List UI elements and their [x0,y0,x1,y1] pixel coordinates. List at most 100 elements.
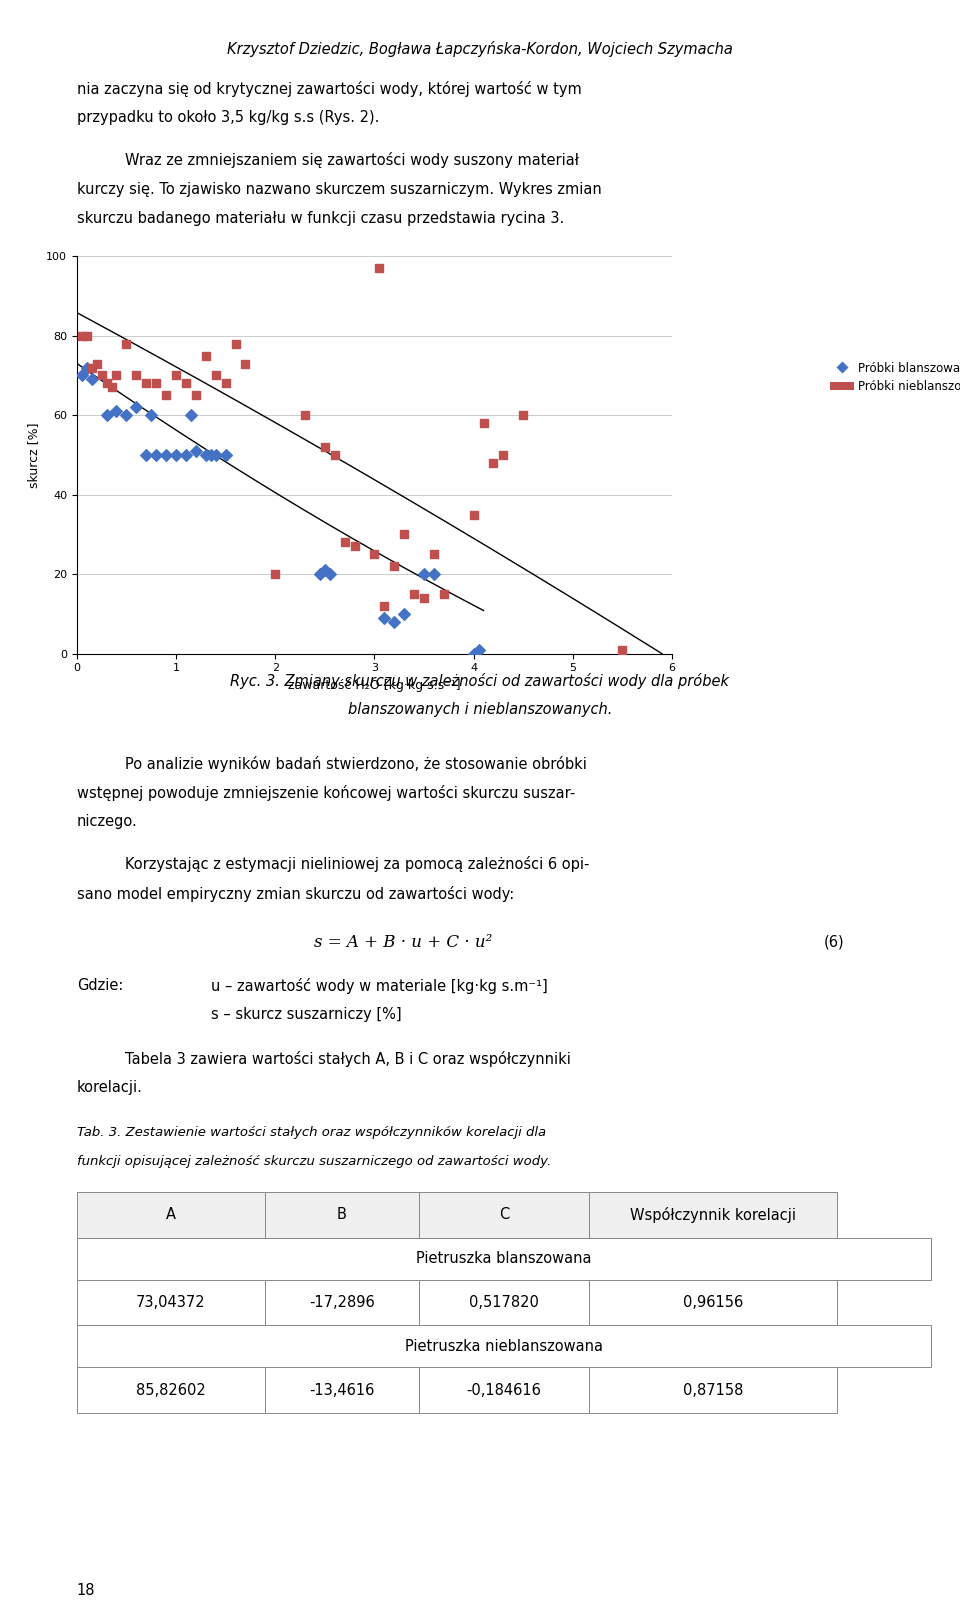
Próbki blanszowane [218,443,233,469]
Próbki nieblanszowane [268,561,283,587]
Próbki nieblanszowane [79,323,94,349]
Próbki nieblanszowane [387,553,402,579]
Próbki blanszowane [376,605,392,631]
Próbki blanszowane [317,558,332,584]
Text: s = A + B · u + C · u²: s = A + B · u + C · u² [314,934,492,950]
Próbki nieblanszowane [417,586,432,611]
Próbki nieblanszowane [208,363,224,389]
Y-axis label: skurcz [%]: skurcz [%] [28,422,40,488]
Text: wstępnej powoduje zmniejszenie końcowej wartości skurczu suszar-: wstępnej powoduje zmniejszenie końcowej … [77,785,575,801]
Próbki nieblanszowane [198,342,213,368]
Próbki nieblanszowane [94,363,109,389]
X-axis label: zawartość H₂O [kg·kg s.s⁻¹]: zawartość H₂O [kg·kg s.s⁻¹] [288,680,461,693]
Próbki nieblanszowane [138,370,154,396]
Text: A: A [166,1207,176,1223]
Próbki nieblanszowane [376,594,392,620]
Text: blanszowanych i nieblanszowanych.: blanszowanych i nieblanszowanych. [348,702,612,717]
Próbki blanszowane [183,402,199,428]
Próbki nieblanszowane [476,410,492,436]
Próbki blanszowane [417,561,432,587]
Text: 0,96156: 0,96156 [684,1294,743,1311]
Próbki blanszowane [312,561,327,587]
Próbki blanszowane [396,602,412,628]
Próbki nieblanszowane [89,350,105,376]
Text: s – skurcz suszarniczy [%]: s – skurcz suszarniczy [%] [211,1007,402,1022]
Próbki blanszowane [204,443,219,469]
Próbki nieblanszowane [495,443,511,469]
Text: kurczy się. To zjawisko nazwano skurczem suszarniczym. Wykres zmian: kurczy się. To zjawisko nazwano skurczem… [77,182,602,196]
Próbki nieblanszowane [238,350,253,376]
Próbki nieblanszowane [317,435,332,461]
Próbki nieblanszowane [158,383,174,409]
Próbki nieblanszowane [188,383,204,409]
Text: skurczu badanego materiału w funkcji czasu przedstawia rycina 3.: skurczu badanego materiału w funkcji cza… [77,211,564,225]
Próbki nieblanszowane [486,449,501,475]
Text: (6): (6) [825,934,845,949]
Próbki blanszowane [470,637,486,663]
Text: C: C [499,1207,509,1223]
Text: Korzystając z estymacji nieliniowej za pomocą zależności 6 opi-: Korzystając z estymacji nieliniowej za p… [125,856,589,873]
Text: -0,184616: -0,184616 [467,1382,541,1398]
Próbki blanszowane [387,608,402,634]
Text: u – zawartość wody w materiale [kg·kg s.m⁻¹]: u – zawartość wody w materiale [kg·kg s.… [211,978,548,994]
Próbki nieblanszowane [218,370,233,396]
Próbki blanszowane [158,443,174,469]
Text: B: B [337,1207,347,1223]
Próbki nieblanszowane [149,370,164,396]
Próbki nieblanszowane [614,637,630,663]
Text: nia zaczyna się od krytycznej zawartości wody, której wartość w tym: nia zaczyna się od krytycznej zawartości… [77,81,582,97]
Text: korelacji.: korelacji. [77,1080,143,1095]
Próbki blanszowane [79,355,94,381]
Text: Gdzie:: Gdzie: [77,978,123,993]
Text: Tabela 3 zawiera wartości stałych A, B i C oraz współczynniki: Tabela 3 zawiera wartości stałych A, B i… [125,1051,570,1067]
Próbki blanszowane [99,402,114,428]
Text: 0,87158: 0,87158 [684,1382,743,1398]
Text: niczego.: niczego. [77,814,137,829]
Próbki nieblanszowane [406,581,421,607]
Text: Wraz ze zmniejszaniem się zawartości wody suszony materiał: Wraz ze zmniejszaniem się zawartości wod… [125,152,579,169]
Próbki blanszowane [179,443,194,469]
Próbki nieblanszowane [367,542,382,568]
Próbki blanszowane [198,443,213,469]
Próbki nieblanszowane [426,542,442,568]
Text: 73,04372: 73,04372 [136,1294,205,1311]
Próbki nieblanszowane [108,363,124,389]
Text: Krzysztof Dziedzic, Bogława Łapczyńska-Kordon, Wojciech Szymacha: Krzysztof Dziedzic, Bogława Łapczyńska-K… [228,41,732,57]
Text: -17,2896: -17,2896 [309,1294,374,1311]
Text: funkcji opisującej zależność skurczu suszarniczego od zawartości wody.: funkcji opisującej zależność skurczu sus… [77,1155,551,1168]
Próbki blanszowane [74,363,89,389]
Text: -13,4616: -13,4616 [309,1382,374,1398]
Próbki nieblanszowane [129,363,144,389]
Próbki blanszowane [149,443,164,469]
Próbki blanszowane [322,561,338,587]
Text: 85,82602: 85,82602 [136,1382,205,1398]
Text: przypadku to około 3,5 kg/kg s.s (Rys. 2).: przypadku to około 3,5 kg/kg s.s (Rys. 2… [77,110,379,125]
Próbki nieblanszowane [372,255,387,281]
Text: Tab. 3. Zestawienie wartości stałych oraz współczynników korelacji dla: Tab. 3. Zestawienie wartości stałych ora… [77,1126,546,1139]
Próbki blanszowane [188,438,204,464]
Próbki blanszowane [108,399,124,425]
Text: 0,517820: 0,517820 [469,1294,539,1311]
Text: sano model empiryczny zmian skurczu od zawartości wody:: sano model empiryczny zmian skurczu od z… [77,886,514,902]
Próbki nieblanszowane [99,370,114,396]
Próbki nieblanszowane [168,363,183,389]
Próbki nieblanszowane [516,402,531,428]
Próbki blanszowane [84,367,99,393]
Próbki blanszowane [138,443,154,469]
Text: Pietruszka nieblanszowana: Pietruszka nieblanszowana [405,1338,603,1354]
Legend: Próbki blanszowane, Próbki nieblanszowane: Próbki blanszowane, Próbki nieblanszowan… [830,362,960,394]
Próbki nieblanszowane [228,331,243,357]
Próbki nieblanszowane [179,370,194,396]
Próbki nieblanszowane [347,534,362,560]
Próbki blanszowane [426,561,442,587]
Próbki nieblanszowane [396,522,412,548]
Próbki nieblanszowane [298,402,313,428]
Text: Pietruszka blanszowana: Pietruszka blanszowana [417,1251,591,1267]
Próbki nieblanszowane [327,443,343,469]
Text: Ryc. 3. Zmiany skurczu w zależności od zawartości wody dla próbek: Ryc. 3. Zmiany skurczu w zależności od z… [230,673,730,689]
Text: 18: 18 [77,1583,95,1598]
Próbki nieblanszowane [436,581,451,607]
Próbki blanszowane [208,443,224,469]
Text: Współczynnik korelacji: Współczynnik korelacji [631,1207,797,1223]
Próbki nieblanszowane [119,331,134,357]
